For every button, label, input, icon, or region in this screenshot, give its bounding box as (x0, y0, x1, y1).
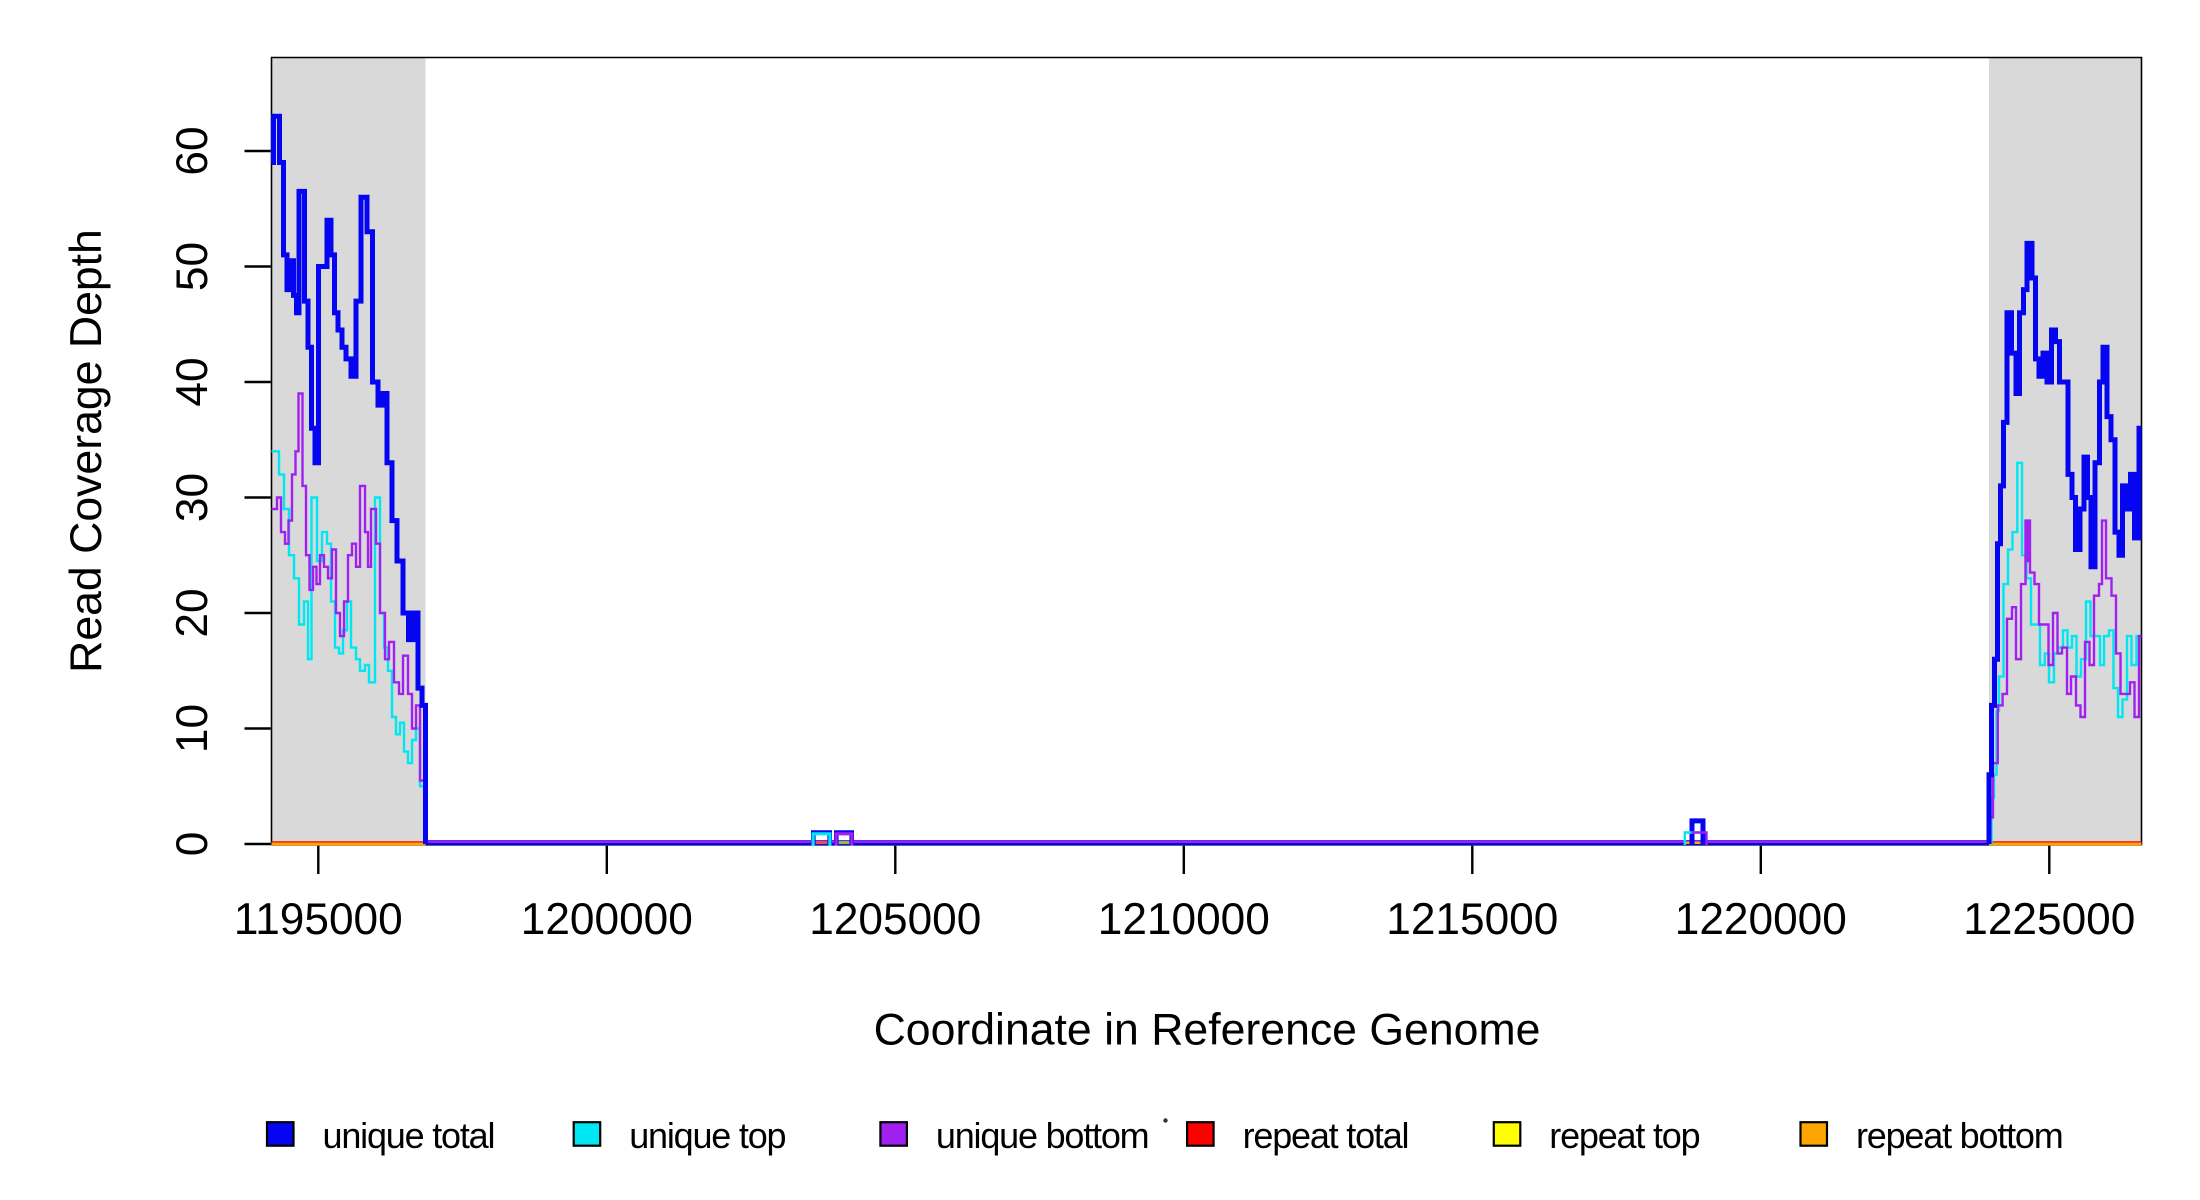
svg-text:50: 50 (168, 242, 217, 291)
svg-text:Coordinate in Reference Genome: Coordinate in Reference Genome (874, 1006, 1541, 1055)
svg-text:40: 40 (168, 357, 217, 406)
svg-text:10: 10 (168, 704, 217, 753)
svg-text:1220000: 1220000 (1675, 895, 1847, 944)
svg-text:30: 30 (168, 473, 217, 522)
svg-text:repeat total: repeat total (1243, 1115, 1409, 1156)
svg-text:repeat top: repeat top (1549, 1115, 1699, 1156)
svg-text:1225000: 1225000 (1963, 895, 2135, 944)
svg-text:repeat bottom: repeat bottom (1856, 1115, 2063, 1156)
svg-text:20: 20 (168, 588, 217, 637)
svg-text:unique top: unique top (629, 1115, 785, 1156)
svg-text:1210000: 1210000 (1098, 895, 1270, 944)
svg-text:unique bottom: unique bottom (936, 1115, 1149, 1156)
svg-text:1195000: 1195000 (234, 895, 403, 944)
svg-text:Read Coverage Depth: Read Coverage Depth (62, 229, 111, 673)
svg-text:1205000: 1205000 (809, 895, 981, 944)
svg-text:1200000: 1200000 (521, 895, 693, 944)
svg-text:1215000: 1215000 (1386, 895, 1558, 944)
svg-text:0: 0 (168, 832, 217, 857)
svg-text:unique total: unique total (323, 1115, 495, 1156)
svg-text:60: 60 (168, 126, 217, 175)
